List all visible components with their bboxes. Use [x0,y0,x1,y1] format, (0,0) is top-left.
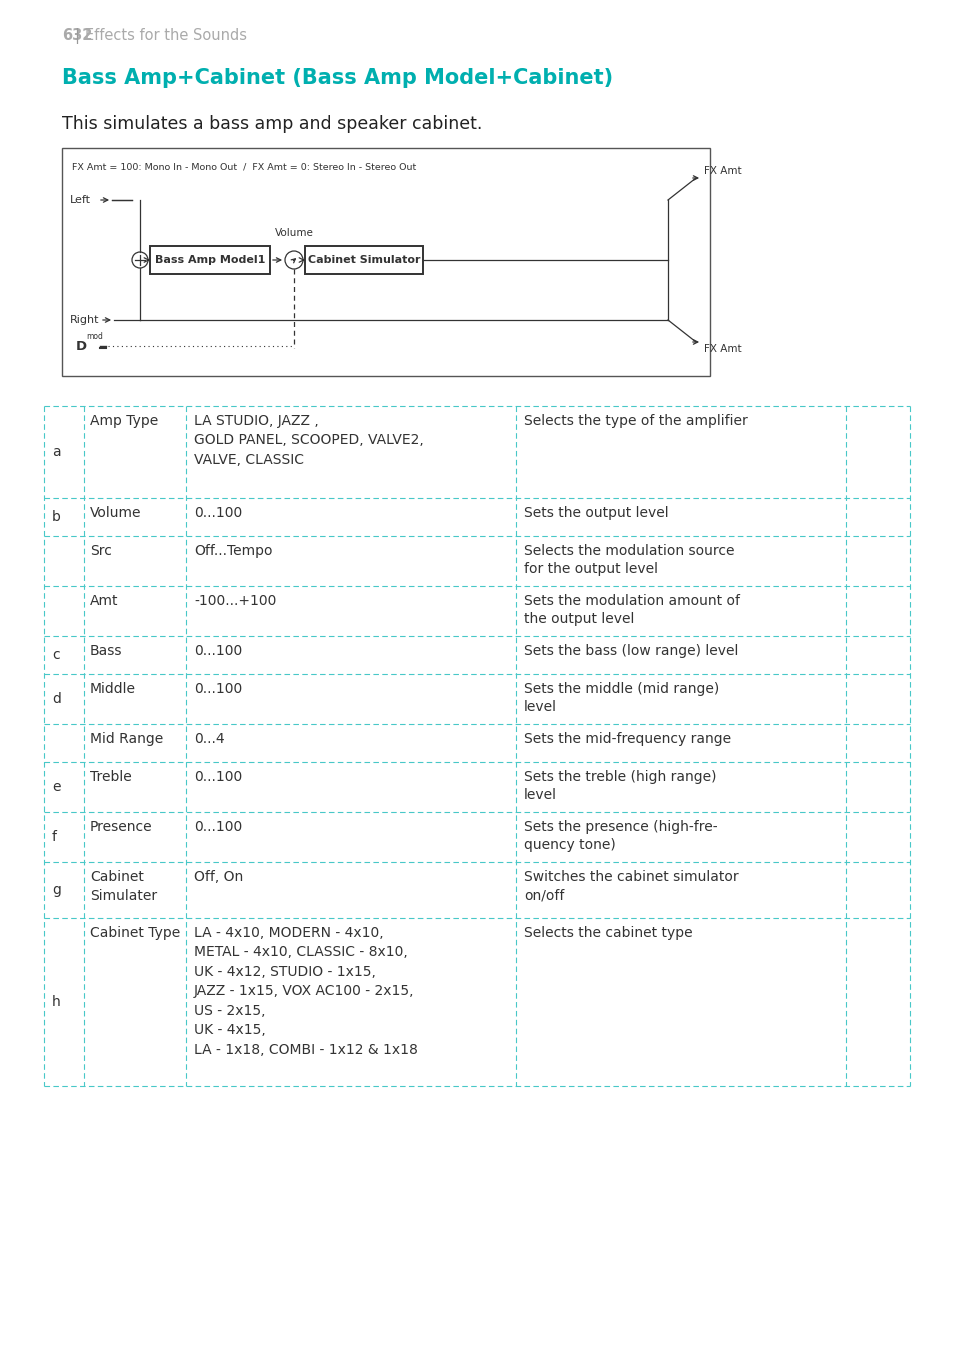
Text: D: D [76,340,87,352]
Text: FX Amt: FX Amt [703,167,740,176]
Text: Switches the cabinet simulator
on/off: Switches the cabinet simulator on/off [523,871,738,902]
Text: 0...100: 0...100 [193,506,242,520]
Text: Sets the middle (mid range)
level: Sets the middle (mid range) level [523,682,719,715]
Text: Cabinet Simulator: Cabinet Simulator [308,255,420,265]
Text: |: | [74,28,79,43]
Text: Right: Right [70,315,99,325]
Text: Sets the output level: Sets the output level [523,506,668,520]
Text: Cabinet
Simulater: Cabinet Simulater [90,871,157,903]
Text: Volume: Volume [274,227,314,238]
Text: FX Amt: FX Amt [703,344,740,353]
Text: g: g [52,883,61,896]
Text: 0...100: 0...100 [193,770,242,784]
Text: 0...100: 0...100 [193,821,242,834]
Text: mod: mod [86,332,103,341]
Text: Effects for the Sounds: Effects for the Sounds [85,28,247,43]
Text: Sets the mid-frequency range: Sets the mid-frequency range [523,733,730,746]
Text: d: d [52,692,61,705]
Text: Bass Amp Model1: Bass Amp Model1 [154,255,265,265]
Text: Bass: Bass [90,645,122,658]
Text: 0...100: 0...100 [193,682,242,696]
Text: a: a [52,445,61,459]
Text: Sets the treble (high range)
level: Sets the treble (high range) level [523,770,716,803]
Text: This simulates a bass amp and speaker cabinet.: This simulates a bass amp and speaker ca… [62,115,482,133]
Text: Amp Type: Amp Type [90,414,158,428]
Text: Selects the modulation source
for the output level: Selects the modulation source for the ou… [523,544,734,577]
Text: Sets the bass (low range) level: Sets the bass (low range) level [523,645,738,658]
Text: Sets the presence (high-fre-
quency tone): Sets the presence (high-fre- quency tone… [523,821,717,853]
Text: Src: Src [90,544,112,558]
Text: -100...+100: -100...+100 [193,594,276,608]
Text: b: b [52,510,61,524]
Text: FX Amt = 100: Mono In - Mono Out  /  FX Amt = 0: Stereo In - Stereo Out: FX Amt = 100: Mono In - Mono Out / FX Am… [71,162,416,171]
Text: Selects the cabinet type: Selects the cabinet type [523,926,692,940]
Text: Cabinet Type: Cabinet Type [90,926,180,940]
Bar [305,246,422,274]
Text: Selects the type of the amplifier: Selects the type of the amplifier [523,414,747,428]
Text: e: e [52,780,60,793]
Text: Mid Range: Mid Range [90,733,163,746]
Text: Bass Amp+Cabinet (Bass Amp Model+Cabinet): Bass Amp+Cabinet (Bass Amp Model+Cabinet… [62,68,613,88]
Text: Off...Tempo: Off...Tempo [193,544,273,558]
Text: Presence: Presence [90,821,152,834]
Bar [150,246,270,274]
Text: c: c [52,649,59,662]
Text: f: f [52,830,57,844]
Text: Amt: Amt [90,594,118,608]
Text: Left: Left [70,195,91,204]
Text: Treble: Treble [90,770,132,784]
Text: 0...100: 0...100 [193,645,242,658]
Text: LA - 4x10, MODERN - 4x10,
METAL - 4x10, CLASSIC - 8x10,
UK - 4x12, STUDIO - 1x15: LA - 4x10, MODERN - 4x10, METAL - 4x10, … [193,926,417,1057]
Text: h: h [52,995,61,1009]
Text: Middle: Middle [90,682,136,696]
Text: Off, On: Off, On [193,871,243,884]
Bar [62,148,709,376]
Text: Volume: Volume [90,506,141,520]
Text: 0...4: 0...4 [193,733,224,746]
Text: LA STUDIO, JAZZ ,
GOLD PANEL, SCOOPED, VALVE2,
VALVE, CLASSIC: LA STUDIO, JAZZ , GOLD PANEL, SCOOPED, V… [193,414,423,467]
Text: 632: 632 [62,28,92,43]
Text: Sets the modulation amount of
the output level: Sets the modulation amount of the output… [523,594,740,627]
